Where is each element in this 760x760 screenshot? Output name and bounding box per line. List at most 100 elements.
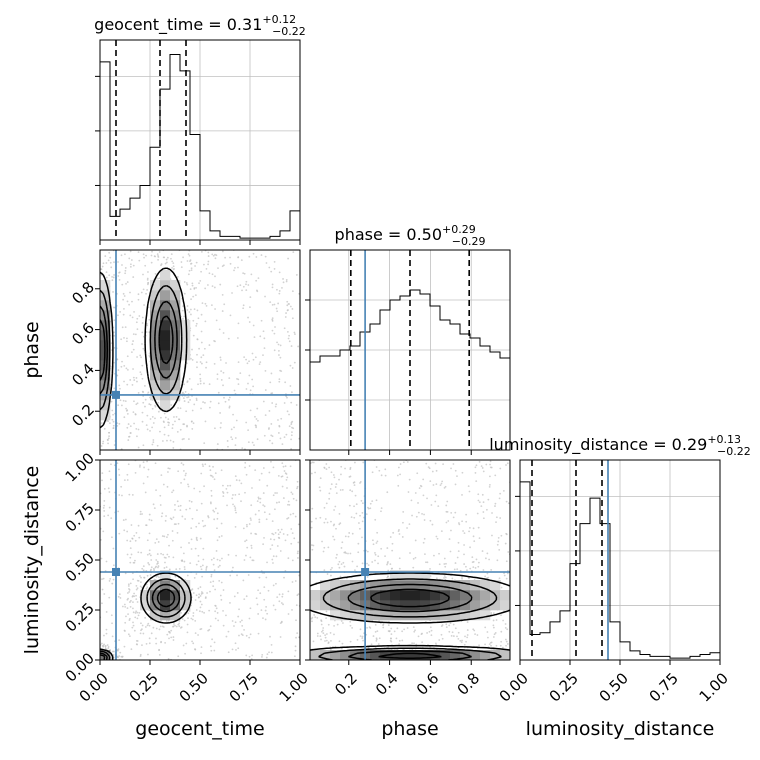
density-cell (450, 600, 461, 611)
histogram-bar (590, 498, 600, 660)
scatter-point (152, 439, 155, 441)
scatter-point (197, 383, 199, 386)
scatter-point (95, 422, 97, 424)
scatter-point (335, 483, 338, 486)
scatter-point (245, 539, 248, 542)
scatter-point (157, 401, 160, 404)
scatter-point (281, 485, 284, 488)
scatter-point (242, 307, 245, 310)
scatter-point (197, 317, 200, 320)
scatter-point (453, 568, 456, 571)
scatter-point (144, 616, 147, 619)
scatter-point (98, 310, 100, 312)
scatter-point (436, 537, 439, 540)
scatter-point (121, 662, 123, 664)
scatter-point (226, 504, 228, 507)
scatter-point (335, 557, 338, 559)
scatter-point (276, 310, 279, 313)
scatter-point (230, 604, 232, 606)
scatter-point (258, 518, 261, 521)
scatter-point (331, 566, 333, 569)
scatter-point (198, 347, 200, 350)
scatter-point (277, 343, 280, 346)
scatter-point (90, 387, 92, 389)
density-cell (150, 380, 161, 391)
scatter-point (316, 662, 318, 664)
joint-panel-phase-luminosity_distance: 0.2 0.4 0.6 0.8 (230, 459, 604, 699)
scatter-point (484, 626, 487, 629)
density-cell (390, 610, 401, 621)
scatter-point (192, 319, 195, 322)
scatter-point (184, 246, 186, 248)
scatter-point (104, 644, 107, 647)
histogram-bar (220, 236, 230, 240)
scatter-point (188, 542, 190, 544)
scatter-point (277, 302, 280, 305)
scatter-point (156, 444, 159, 447)
scatter-point (316, 617, 319, 619)
density-cell (390, 650, 401, 660)
scatter-point (132, 601, 134, 604)
scatter-point (207, 629, 210, 632)
scatter-point (100, 662, 102, 664)
scatter-point (95, 280, 97, 282)
scatter-point (241, 624, 244, 627)
scatter-point (262, 668, 264, 670)
scatter-point (195, 536, 198, 539)
scatter-point (384, 468, 387, 471)
scatter-point (296, 594, 299, 597)
scatter-point (361, 668, 363, 670)
marginal-panel-geocent_time: geocent_time = 0.31+0.12 −0.22 (94, 13, 306, 245)
scatter-point (153, 578, 156, 581)
scatter-point (128, 257, 131, 260)
scatter-point (565, 651, 567, 653)
scatter-point (234, 642, 237, 645)
scatter-point (602, 647, 604, 649)
scatter-point (245, 554, 247, 557)
scatter-point (302, 660, 304, 662)
scatter-point (89, 646, 91, 648)
scatter-point (341, 488, 344, 491)
scatter-point (180, 261, 183, 263)
scatter-point (194, 294, 197, 296)
density-cell (160, 350, 171, 361)
scatter-point (411, 663, 413, 665)
scatter-point (137, 551, 140, 554)
scatter-point (126, 607, 129, 610)
scatter-point (212, 509, 215, 512)
scatter-point (213, 362, 216, 365)
scatter-point (484, 557, 487, 560)
scatter-point (124, 605, 127, 608)
scatter-point (475, 464, 478, 467)
scatter-point (113, 274, 115, 276)
scatter-point (283, 327, 286, 330)
scatter-point (92, 383, 94, 385)
scatter-point (137, 298, 140, 301)
scatter-point (221, 265, 224, 268)
scatter-point (130, 458, 132, 460)
scatter-point (98, 652, 100, 654)
scatter-point (556, 594, 558, 596)
density-cell (470, 590, 481, 601)
scatter-point (202, 401, 204, 403)
scatter-point (116, 424, 119, 427)
scatter-point (113, 224, 115, 226)
scatter-point (488, 558, 491, 561)
scatter-point (181, 392, 184, 395)
scatter-point (472, 535, 475, 538)
scatter-point (193, 576, 196, 579)
marginal-title-phase: phase = 0.50+0.29 −0.29 (335, 223, 486, 248)
scatter-point (398, 529, 400, 531)
density-cell (330, 600, 341, 611)
histogram-bar (580, 524, 590, 660)
scatter-point (146, 553, 149, 556)
scatter-point (237, 378, 240, 381)
histogram-bar (430, 306, 440, 450)
scatter-point (145, 292, 147, 295)
scatter-point (297, 541, 300, 544)
scatter-point (442, 463, 445, 466)
scatter-point (408, 523, 411, 526)
scatter-point (171, 530, 174, 532)
scatter-point (145, 331, 148, 333)
scatter-point (140, 356, 142, 359)
